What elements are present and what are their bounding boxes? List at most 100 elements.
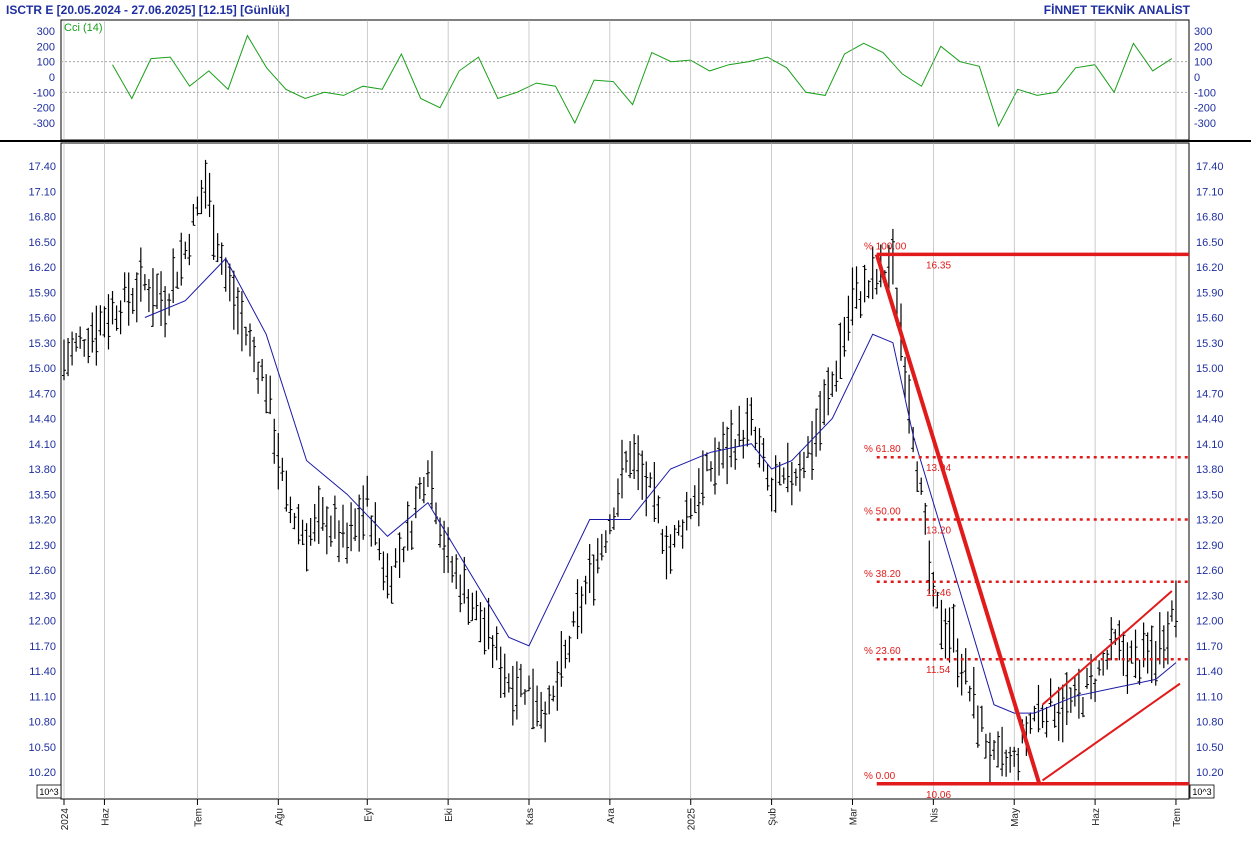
ohlc-bar (1068, 687, 1073, 713)
ohlc-bar (389, 566, 394, 604)
ohlc-bar (458, 574, 463, 613)
ohlc-bar (753, 426, 758, 451)
ohlc-bar (62, 339, 66, 381)
x-axis-label: May (1010, 808, 1021, 827)
channel-lower-line (1041, 682, 1181, 782)
cci-tick-right: -200 (1194, 103, 1216, 115)
ohlc-bar (122, 272, 127, 303)
ohlc-bar (429, 450, 434, 509)
ohlc-bar (134, 272, 139, 323)
ohlc-bar (1093, 678, 1098, 702)
price-tick-left: 16.80 (28, 212, 56, 224)
ohlc-bar (923, 502, 928, 535)
ohlc-bar (640, 450, 645, 500)
ohlc-bar (385, 553, 390, 599)
ohlc-bar (717, 441, 722, 476)
cci-tick-left: -300 (33, 118, 55, 130)
ohlc-bar (826, 367, 831, 416)
fib-level-value: 10.06 (926, 790, 951, 801)
ohlc-bar (862, 264, 867, 303)
ohlc-bar (98, 305, 103, 336)
ohlc-bar (814, 408, 819, 457)
x-axis-label: 2024 (60, 808, 71, 831)
ohlc-bar (1109, 617, 1114, 661)
ohlc-bar (1056, 686, 1061, 741)
ohlc-bar (66, 337, 71, 377)
ohlc-bar (745, 397, 750, 447)
price-tick-right: 13.20 (1196, 515, 1224, 527)
ohlc-bar (179, 232, 184, 286)
ohlc-bar (163, 286, 168, 338)
ohlc-bar (704, 452, 709, 472)
ohlc-bar (733, 438, 738, 470)
fib-level-pct: % 23.60 (864, 646, 901, 657)
ohlc-bar (522, 689, 527, 705)
ohlc-bar (466, 589, 471, 625)
ohlc-bar (1169, 600, 1174, 622)
ohlc-bar (82, 339, 87, 357)
unit-label-right: 10^3 (1192, 787, 1211, 797)
ohlc-bar (345, 522, 350, 564)
ohlc-bar (648, 472, 653, 488)
x-axis-label: Nis (929, 808, 940, 822)
ohlc-bar (951, 603, 956, 653)
ohlc-bar (632, 434, 637, 480)
x-axis-label: Şub (768, 808, 779, 826)
ohlc-bar (417, 477, 422, 499)
price-tick-right: 16.80 (1196, 212, 1224, 224)
ohlc-bar (450, 556, 455, 583)
cci-tick-left: 0 (49, 72, 55, 84)
cci-tick-right: 0 (1194, 72, 1200, 84)
cci-line (112, 34, 1173, 128)
ohlc-bar (870, 246, 875, 300)
fib-level-pct: % 38.20 (864, 569, 901, 580)
ohlc-bar (919, 477, 924, 495)
price-tick-left: 12.00 (28, 616, 56, 628)
moving-average-layer (144, 257, 1177, 714)
price-tick-right: 15.90 (1196, 287, 1224, 299)
ohlc-bar (838, 322, 843, 379)
ohlc-bar (765, 463, 770, 491)
ohlc-bar (583, 575, 588, 605)
ohlc-bar (797, 451, 802, 492)
price-tick-right: 10.80 (1196, 717, 1224, 729)
ohlc-bar (454, 554, 459, 590)
ohlc-bar (510, 665, 515, 726)
ohlc-bar (405, 501, 410, 551)
cci-tick-right: 300 (1194, 26, 1212, 38)
ohlc-bar (591, 554, 596, 606)
ohlc-bar (199, 179, 204, 215)
ohlc-bar (280, 457, 285, 482)
cci-tick-right: 200 (1194, 41, 1212, 53)
ohlc-bar (462, 556, 467, 604)
ohlc-bar (518, 663, 523, 698)
ohlc-bar (684, 491, 689, 531)
ohlc-bar (692, 485, 697, 514)
ohlc-bar (741, 429, 746, 459)
price-tick-left: 17.10 (28, 186, 56, 198)
price-tick-right: 16.20 (1196, 262, 1224, 274)
ohlc-bar (381, 551, 386, 591)
ohlc-bar (316, 485, 321, 544)
ohlc-bar (975, 705, 980, 748)
ohlc-bar (1000, 726, 1005, 777)
cci-tick-left: 200 (37, 41, 55, 53)
ohlc-bar (110, 291, 115, 325)
ohlc-bars-layer (62, 159, 1178, 785)
ohlc-bar (785, 442, 790, 493)
ohlc-bar (696, 468, 701, 527)
ohlc-bar (1028, 712, 1033, 734)
cci-tick-right: 100 (1194, 57, 1212, 69)
ohlc-bar (248, 323, 252, 357)
price-tick-right: 14.40 (1196, 414, 1224, 426)
fibonacci-layer: % 100.00 16.35 % 61.80 13.94 % 50.00 13.20 % 3… (864, 241, 1189, 801)
ohlc-bar (543, 701, 548, 743)
unit-box-left (36, 784, 62, 799)
ohlc-bar (361, 485, 366, 540)
ohlc-bar (146, 279, 151, 313)
ohlc-bar (1125, 642, 1130, 694)
price-tick-left: 12.90 (28, 540, 56, 552)
price-tick-left: 11.10 (29, 691, 56, 703)
ohlc-bar (996, 731, 1001, 768)
x-axis-label: 2025 (687, 808, 698, 831)
